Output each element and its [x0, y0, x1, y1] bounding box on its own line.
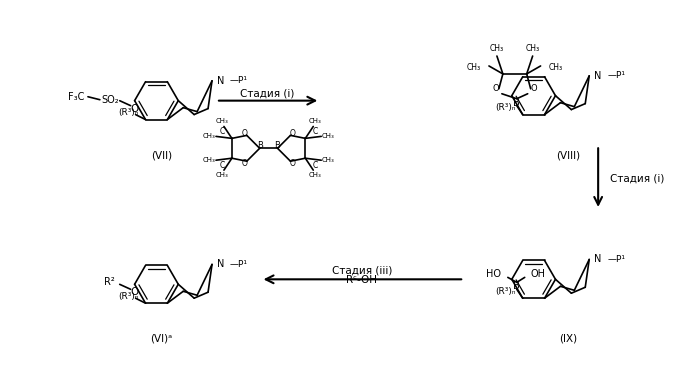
Text: O: O	[290, 129, 295, 138]
Text: HO: HO	[486, 270, 501, 279]
Text: O: O	[290, 159, 295, 168]
Text: B: B	[513, 98, 520, 108]
Text: CH₃: CH₃	[322, 133, 335, 139]
Text: R²: R²	[104, 277, 116, 287]
Text: Rᶜ-OH: Rᶜ-OH	[346, 275, 377, 285]
Text: Стадия (i): Стадия (i)	[240, 89, 295, 99]
Text: (VII): (VII)	[150, 150, 172, 160]
Text: CH₃: CH₃	[309, 118, 321, 124]
Text: O: O	[531, 84, 537, 93]
Text: (IX): (IX)	[559, 334, 578, 344]
Text: O: O	[130, 104, 139, 114]
Text: C: C	[313, 161, 318, 170]
Text: CH₃: CH₃	[467, 64, 481, 73]
Text: CH₃: CH₃	[322, 157, 335, 163]
Text: Стадия (i): Стадия (i)	[610, 173, 664, 183]
Text: N: N	[217, 259, 225, 270]
Text: O: O	[241, 129, 248, 138]
Text: OH: OH	[531, 270, 546, 279]
Text: B: B	[274, 141, 281, 150]
Text: B: B	[513, 281, 520, 291]
Text: C: C	[219, 161, 225, 170]
Text: —P¹: —P¹	[230, 76, 248, 85]
Text: N: N	[594, 255, 601, 264]
Text: —P¹: —P¹	[607, 255, 625, 264]
Text: O: O	[241, 159, 248, 168]
Text: C: C	[313, 127, 318, 136]
Text: CH₃: CH₃	[490, 44, 504, 53]
Text: C: C	[219, 127, 225, 136]
Text: CH₃: CH₃	[203, 157, 216, 163]
Text: CH₃: CH₃	[216, 172, 228, 178]
Text: —P¹: —P¹	[230, 260, 248, 269]
Text: CH₃: CH₃	[309, 172, 321, 178]
Text: SO₂: SO₂	[101, 95, 118, 105]
Text: Стадия (iii): Стадия (iii)	[332, 265, 392, 275]
Text: CH₃: CH₃	[549, 64, 563, 73]
Text: N: N	[217, 76, 225, 86]
Text: O: O	[493, 84, 499, 93]
Text: (VI)ᵃ: (VI)ᵃ	[150, 334, 172, 344]
Text: (R³)ₙ: (R³)ₙ	[496, 103, 516, 112]
Text: (VIII): (VIII)	[556, 150, 580, 160]
Text: B: B	[257, 141, 262, 150]
Text: (R³)ₙ: (R³)ₙ	[118, 292, 139, 301]
Text: (R³)ₙ: (R³)ₙ	[118, 108, 139, 117]
Text: F₃C: F₃C	[68, 92, 84, 102]
Text: CH₃: CH₃	[203, 133, 216, 139]
Text: (R³)ₙ: (R³)ₙ	[496, 287, 516, 296]
Text: O: O	[130, 287, 139, 297]
Text: CH₃: CH₃	[526, 44, 540, 53]
Text: CH₃: CH₃	[216, 118, 228, 124]
Text: —P¹: —P¹	[607, 71, 625, 80]
Text: N: N	[594, 71, 601, 81]
